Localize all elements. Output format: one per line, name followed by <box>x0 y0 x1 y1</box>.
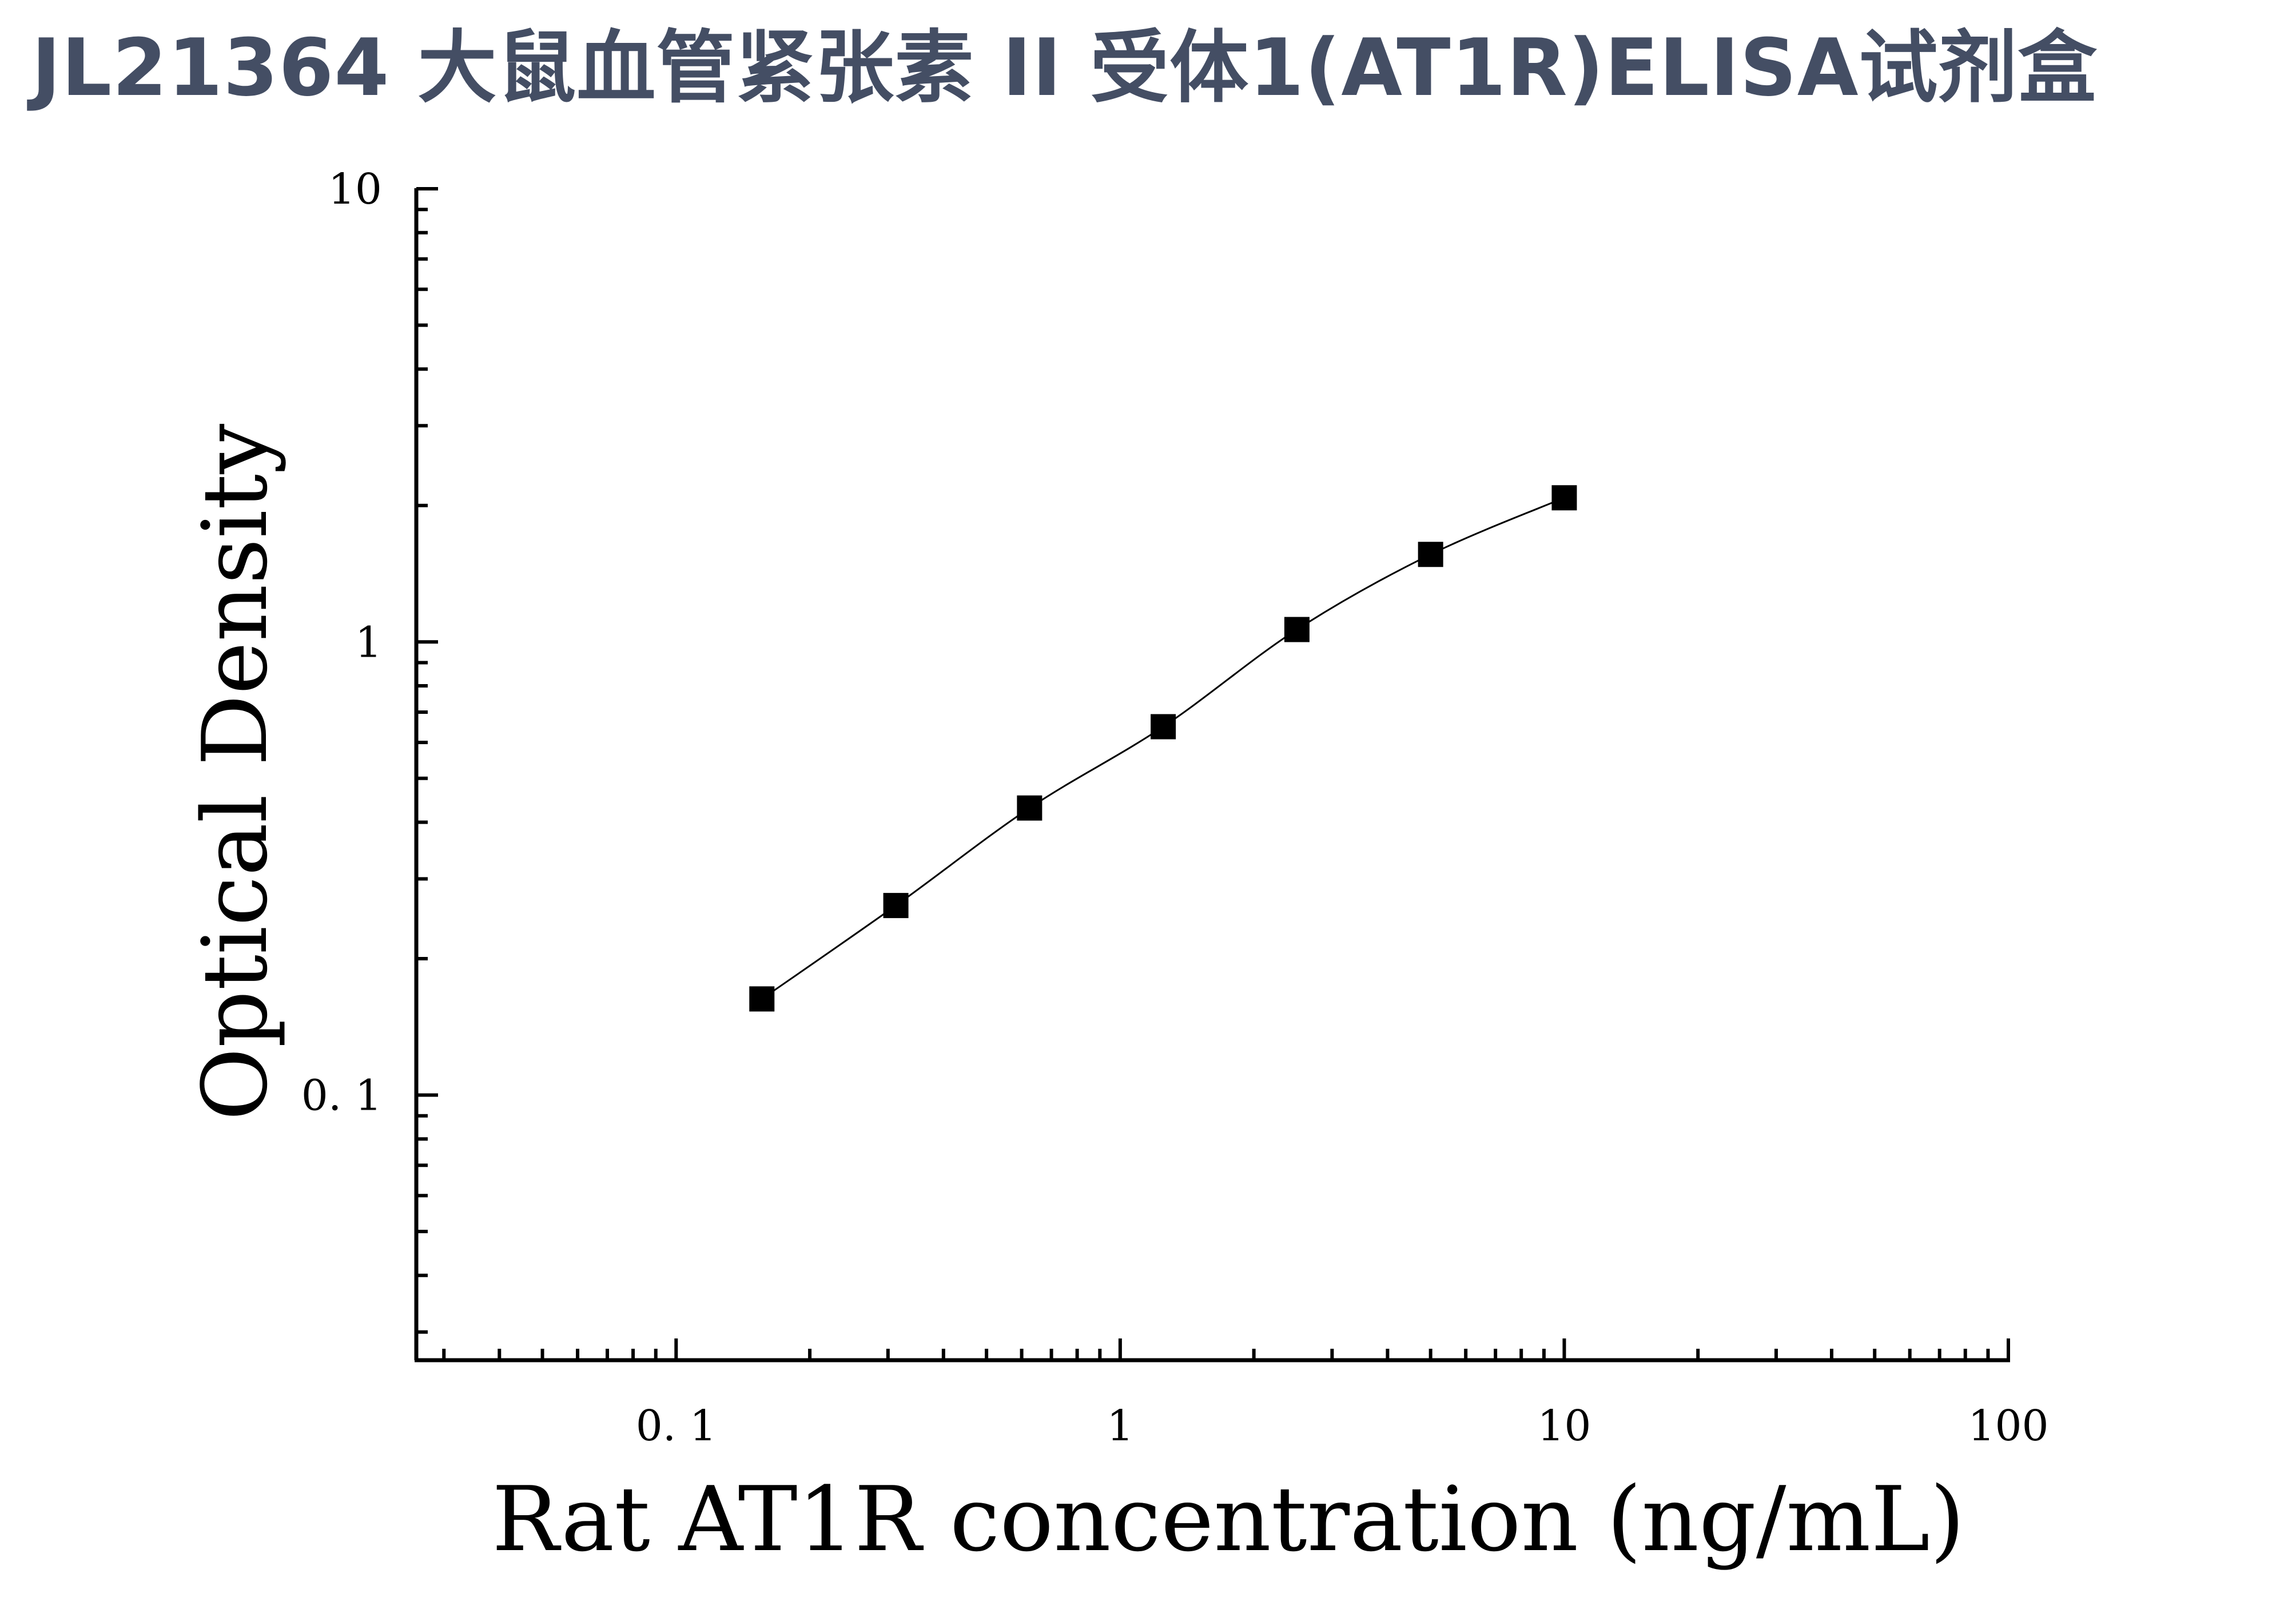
x-tick-label: 100 <box>1968 1401 2048 1451</box>
data-point <box>1418 542 1443 567</box>
y-tick-label: 10 <box>328 165 382 214</box>
x-axis-title: Rat AT1R concentration (ng/mL) <box>492 1467 1965 1571</box>
axes <box>414 188 2010 1362</box>
data-point <box>1017 795 1042 821</box>
y-tick-label: 1 <box>355 618 382 667</box>
y-axis-title: Optical Density <box>183 424 287 1121</box>
page-title: JL21364 大鼠血管紧张素 II 受体1(AT1R)ELISA试剂盒 <box>31 22 2098 114</box>
data-point <box>1284 617 1310 642</box>
tick-labels: 0. 1 1 10 100 0. 1 1 10 <box>301 165 2049 1451</box>
data-point <box>1551 485 1577 511</box>
x-tick-label: 0. 1 <box>636 1401 717 1451</box>
data-point <box>883 893 909 919</box>
ticks <box>416 187 2010 1360</box>
x-tick-label: 1 <box>1107 1401 1133 1451</box>
data-point <box>749 986 775 1012</box>
data-point <box>1151 714 1176 740</box>
data-points <box>749 485 1577 1012</box>
fit-curve <box>761 496 1565 1000</box>
y-tick-label: 0. 1 <box>301 1071 382 1121</box>
x-tick-label: 10 <box>1537 1401 1591 1451</box>
